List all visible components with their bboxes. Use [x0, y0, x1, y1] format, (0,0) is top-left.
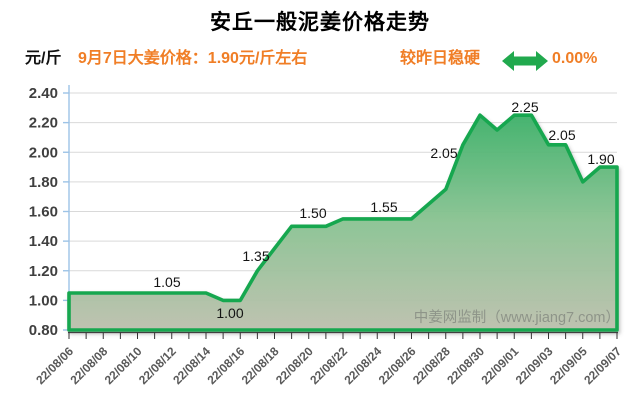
- svg-text:2.25: 2.25: [511, 99, 538, 115]
- svg-text:2.05: 2.05: [430, 145, 457, 161]
- svg-text:1.35: 1.35: [242, 248, 269, 264]
- x-axis: [68, 331, 618, 339]
- svg-text:1.40: 1.40: [29, 233, 58, 250]
- svg-text:22/09/07: 22/09/07: [581, 344, 624, 387]
- svg-text:2.00: 2.00: [29, 144, 58, 161]
- price-area-series: [67, 113, 619, 332]
- svg-text:1.05: 1.05: [153, 274, 180, 290]
- watermark: 中姜网监制（www.jiang7.com）: [413, 310, 620, 326]
- y-axis-labels: 0.80 1.00 1.20 1.40 1.60 1.80 2.00 2.20 2.40: [29, 85, 58, 339]
- svg-text:2.05: 2.05: [548, 127, 575, 143]
- svg-text:1.00: 1.00: [216, 305, 243, 321]
- svg-text:1.00: 1.00: [29, 292, 58, 309]
- svg-text:1.20: 1.20: [29, 263, 58, 280]
- svg-text:1.80: 1.80: [29, 174, 58, 191]
- trend-label: 较昨日稳硬: [400, 50, 481, 67]
- svg-text:2.40: 2.40: [29, 85, 58, 102]
- double-arrow-shape: [502, 51, 548, 71]
- trend-percent: 0.00%: [552, 50, 598, 67]
- svg-text:1.55: 1.55: [370, 199, 397, 215]
- y-axis: [63, 85, 70, 332]
- chart-title: 安丘一般泥姜价格走势: [210, 11, 430, 34]
- svg-text:1.50: 1.50: [299, 205, 326, 221]
- svg-text:0.80: 0.80: [29, 322, 58, 339]
- svg-text:1.90: 1.90: [587, 151, 614, 167]
- svg-text:2.20: 2.20: [29, 115, 58, 132]
- x-axis-labels: 22/08/0622/08/0822/08/1022/08/1222/08/14…: [33, 344, 624, 387]
- data-point-labels: 1.05 1.00 1.35 1.50 1.55 2.05 2.25 2.05 1.90: [153, 99, 614, 321]
- stable-double-arrow-icon: [501, 48, 549, 74]
- svg-text:1.60: 1.60: [29, 204, 58, 221]
- price-summary-text: 9月7日大姜价格：1.90元/斤左右: [78, 50, 308, 67]
- y-axis-unit-label: 元/斤: [25, 50, 62, 67]
